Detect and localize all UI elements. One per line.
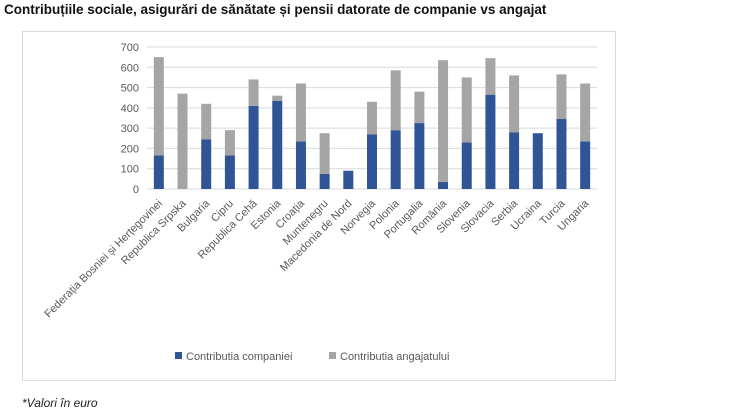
- y-tick-label: 200: [121, 143, 139, 155]
- bar-employee: [556, 74, 567, 120]
- bar-company: [532, 133, 543, 189]
- bar-employee: [295, 83, 306, 142]
- bar-company: [343, 170, 354, 189]
- bar-company: [580, 141, 591, 189]
- x-category-label: Federația Bosniei și Herțegovinei: [42, 198, 165, 321]
- y-tick-label: 500: [121, 83, 139, 95]
- bar-employee: [177, 93, 188, 189]
- y-tick-label: 400: [121, 103, 139, 115]
- footnote: *Valori în euro: [22, 396, 98, 410]
- bar-company: [485, 94, 496, 189]
- y-tick-label: 300: [121, 123, 139, 135]
- bar-company: [390, 130, 401, 189]
- bar-company: [319, 173, 330, 189]
- bar-employee: [272, 95, 283, 101]
- bar-employee: [414, 91, 425, 124]
- legend-swatch-employee: [329, 352, 336, 359]
- bar-company: [201, 139, 212, 189]
- bar-company: [367, 134, 377, 189]
- bar-employee: [390, 70, 401, 131]
- bar-company: [509, 132, 520, 189]
- bars: [153, 57, 591, 189]
- bar-company: [295, 141, 306, 189]
- y-tick-label: 600: [121, 62, 139, 74]
- bar-employee: [153, 57, 164, 156]
- x-axis-categories: Federația Bosniei și HerțegovineiRepubli…: [42, 197, 592, 320]
- bar-employee: [580, 83, 591, 142]
- y-axis-ticks: 0 100 200 300 400 500 600 700: [121, 42, 139, 196]
- chart-frame: [22, 31, 616, 381]
- bar-employee: [201, 103, 212, 140]
- y-tick-label: 0: [133, 184, 139, 196]
- y-tick-label: 700: [121, 42, 139, 54]
- bar-employee: [319, 133, 330, 174]
- bar-company: [153, 155, 164, 189]
- bar-employee: [367, 101, 377, 135]
- bar-company: [556, 119, 567, 189]
- page-title: Contribuțiile sociale, asigurări de sănă…: [4, 2, 547, 17]
- bar-employee: [485, 58, 496, 95]
- bar-company: [248, 105, 259, 189]
- bar-company: [272, 100, 283, 189]
- legend-swatch-company: [175, 352, 182, 359]
- bar-company: [414, 123, 425, 189]
- legend: Contributia companiei Contributia angaja…: [175, 351, 449, 363]
- bar-employee: [438, 60, 449, 182]
- bar-employee: [224, 130, 235, 156]
- bar-company: [224, 155, 235, 189]
- bar-company: [461, 142, 472, 189]
- bar-company: [438, 181, 449, 189]
- bar-employee: [509, 75, 520, 133]
- bar-employee: [461, 77, 472, 143]
- legend-label-company: Contributia companiei: [186, 351, 292, 363]
- bar-employee: [248, 79, 259, 106]
- legend-label-employee: Contributia angajatului: [340, 351, 449, 363]
- y-tick-label: 100: [121, 164, 139, 176]
